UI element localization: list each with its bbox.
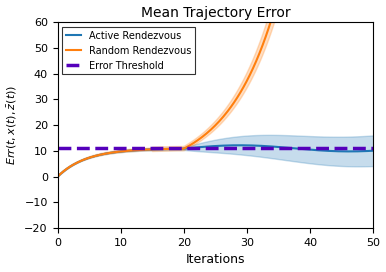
Title: Mean Trajectory Error: Mean Trajectory Error [141,5,290,20]
Y-axis label: $Err(t,x(t),\bar{z}(t))$: $Err(t,x(t),\bar{z}(t))$ [5,85,19,165]
X-axis label: Iterations: Iterations [186,254,245,267]
Legend: Active Rendezvous, Random Rendezvous, Error Threshold: Active Rendezvous, Random Rendezvous, Er… [63,27,195,75]
